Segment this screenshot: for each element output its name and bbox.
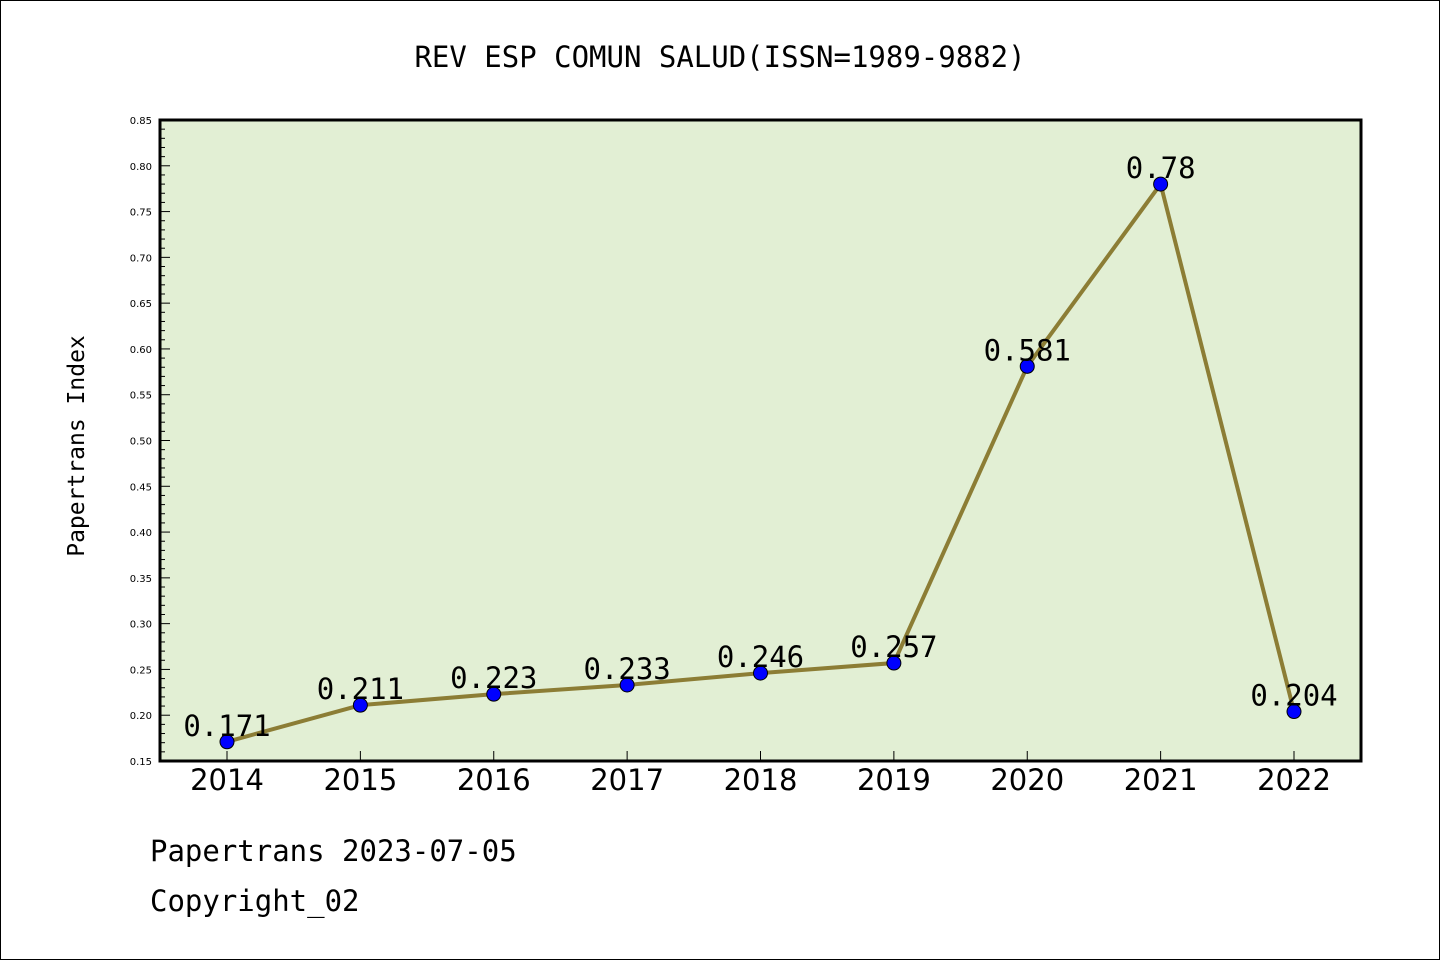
y-tick-label: 0.55 bbox=[130, 391, 152, 402]
footer-copyright: Copyright_02 bbox=[150, 884, 360, 918]
y-tick-label: 0.60 bbox=[130, 345, 152, 356]
data-label: 0.233 bbox=[583, 652, 670, 686]
data-label: 0.78 bbox=[1126, 151, 1196, 185]
x-tick-label: 2021 bbox=[1124, 763, 1198, 797]
plot-area bbox=[158, 118, 1363, 763]
data-point bbox=[886, 655, 902, 671]
y-axis-ticks: 0.15 0.20 0.25 0.30 0.35 0.40 0.45 0.50 0.55 0.60… bbox=[130, 116, 170, 768]
x-tick-label: 2019 bbox=[857, 763, 931, 797]
data-label: 0.581 bbox=[984, 333, 1071, 367]
x-tick-label: 2016 bbox=[457, 763, 531, 797]
x-tick-label: 2015 bbox=[323, 763, 397, 797]
y-tick-label: 0.15 bbox=[130, 757, 152, 768]
data-point bbox=[1153, 176, 1169, 192]
y-tick-label: 0.75 bbox=[130, 208, 152, 219]
x-tick-label: 2022 bbox=[1257, 763, 1331, 797]
data-label: 0.223 bbox=[450, 661, 537, 695]
series-markers bbox=[219, 176, 1302, 750]
data-point bbox=[753, 665, 768, 681]
data-point bbox=[1286, 704, 1302, 720]
data-label: 0.204 bbox=[1250, 679, 1337, 713]
data-point bbox=[219, 734, 235, 750]
data-point bbox=[486, 686, 502, 702]
data-point bbox=[1019, 358, 1035, 374]
x-tick-label: 2018 bbox=[724, 763, 798, 797]
data-label: 0.257 bbox=[850, 630, 937, 664]
y-tick-label: 0.25 bbox=[130, 665, 152, 676]
x-axis-ticks: 2014 2015 2016 2017 2018 2019 2020 2021 2022 bbox=[190, 751, 1331, 797]
data-label: 0.211 bbox=[317, 672, 404, 706]
x-tick-label: 2020 bbox=[990, 763, 1064, 797]
x-tick-label: 2014 bbox=[190, 763, 264, 797]
y-tick-label: 0.85 bbox=[130, 116, 152, 127]
data-point bbox=[619, 677, 635, 693]
y-tick-label: 0.40 bbox=[130, 528, 152, 539]
y-tick-label: 0.35 bbox=[130, 574, 152, 585]
data-point bbox=[352, 697, 368, 713]
data-labels: 0.171 0.211 0.223 0.233 0.246 0.257 0.581 0.78 0… bbox=[183, 151, 1337, 743]
y-tick-label: 0.50 bbox=[130, 437, 152, 448]
y-tick-label: 0.45 bbox=[130, 482, 152, 493]
y-tick-label: 0.80 bbox=[130, 162, 152, 173]
data-label: 0.246 bbox=[717, 640, 804, 674]
data-label: 0.171 bbox=[183, 709, 270, 743]
chart-title: REV ESP COMUN SALUD(ISSN=1989-9882) bbox=[414, 40, 1025, 74]
y-axis-label: Papertrans Index bbox=[64, 335, 90, 557]
y-tick-label: 0.20 bbox=[130, 711, 152, 722]
y-tick-label: 0.30 bbox=[130, 620, 152, 631]
y-tick-label: 0.65 bbox=[130, 299, 152, 310]
footer-date: Papertrans 2023-07-05 bbox=[150, 834, 517, 868]
y-tick-label: 0.70 bbox=[130, 253, 152, 264]
x-tick-label: 2017 bbox=[590, 763, 664, 797]
